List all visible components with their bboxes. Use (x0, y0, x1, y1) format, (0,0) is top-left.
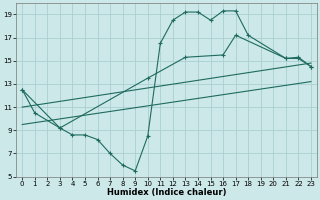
X-axis label: Humidex (Indice chaleur): Humidex (Indice chaleur) (107, 188, 226, 197)
